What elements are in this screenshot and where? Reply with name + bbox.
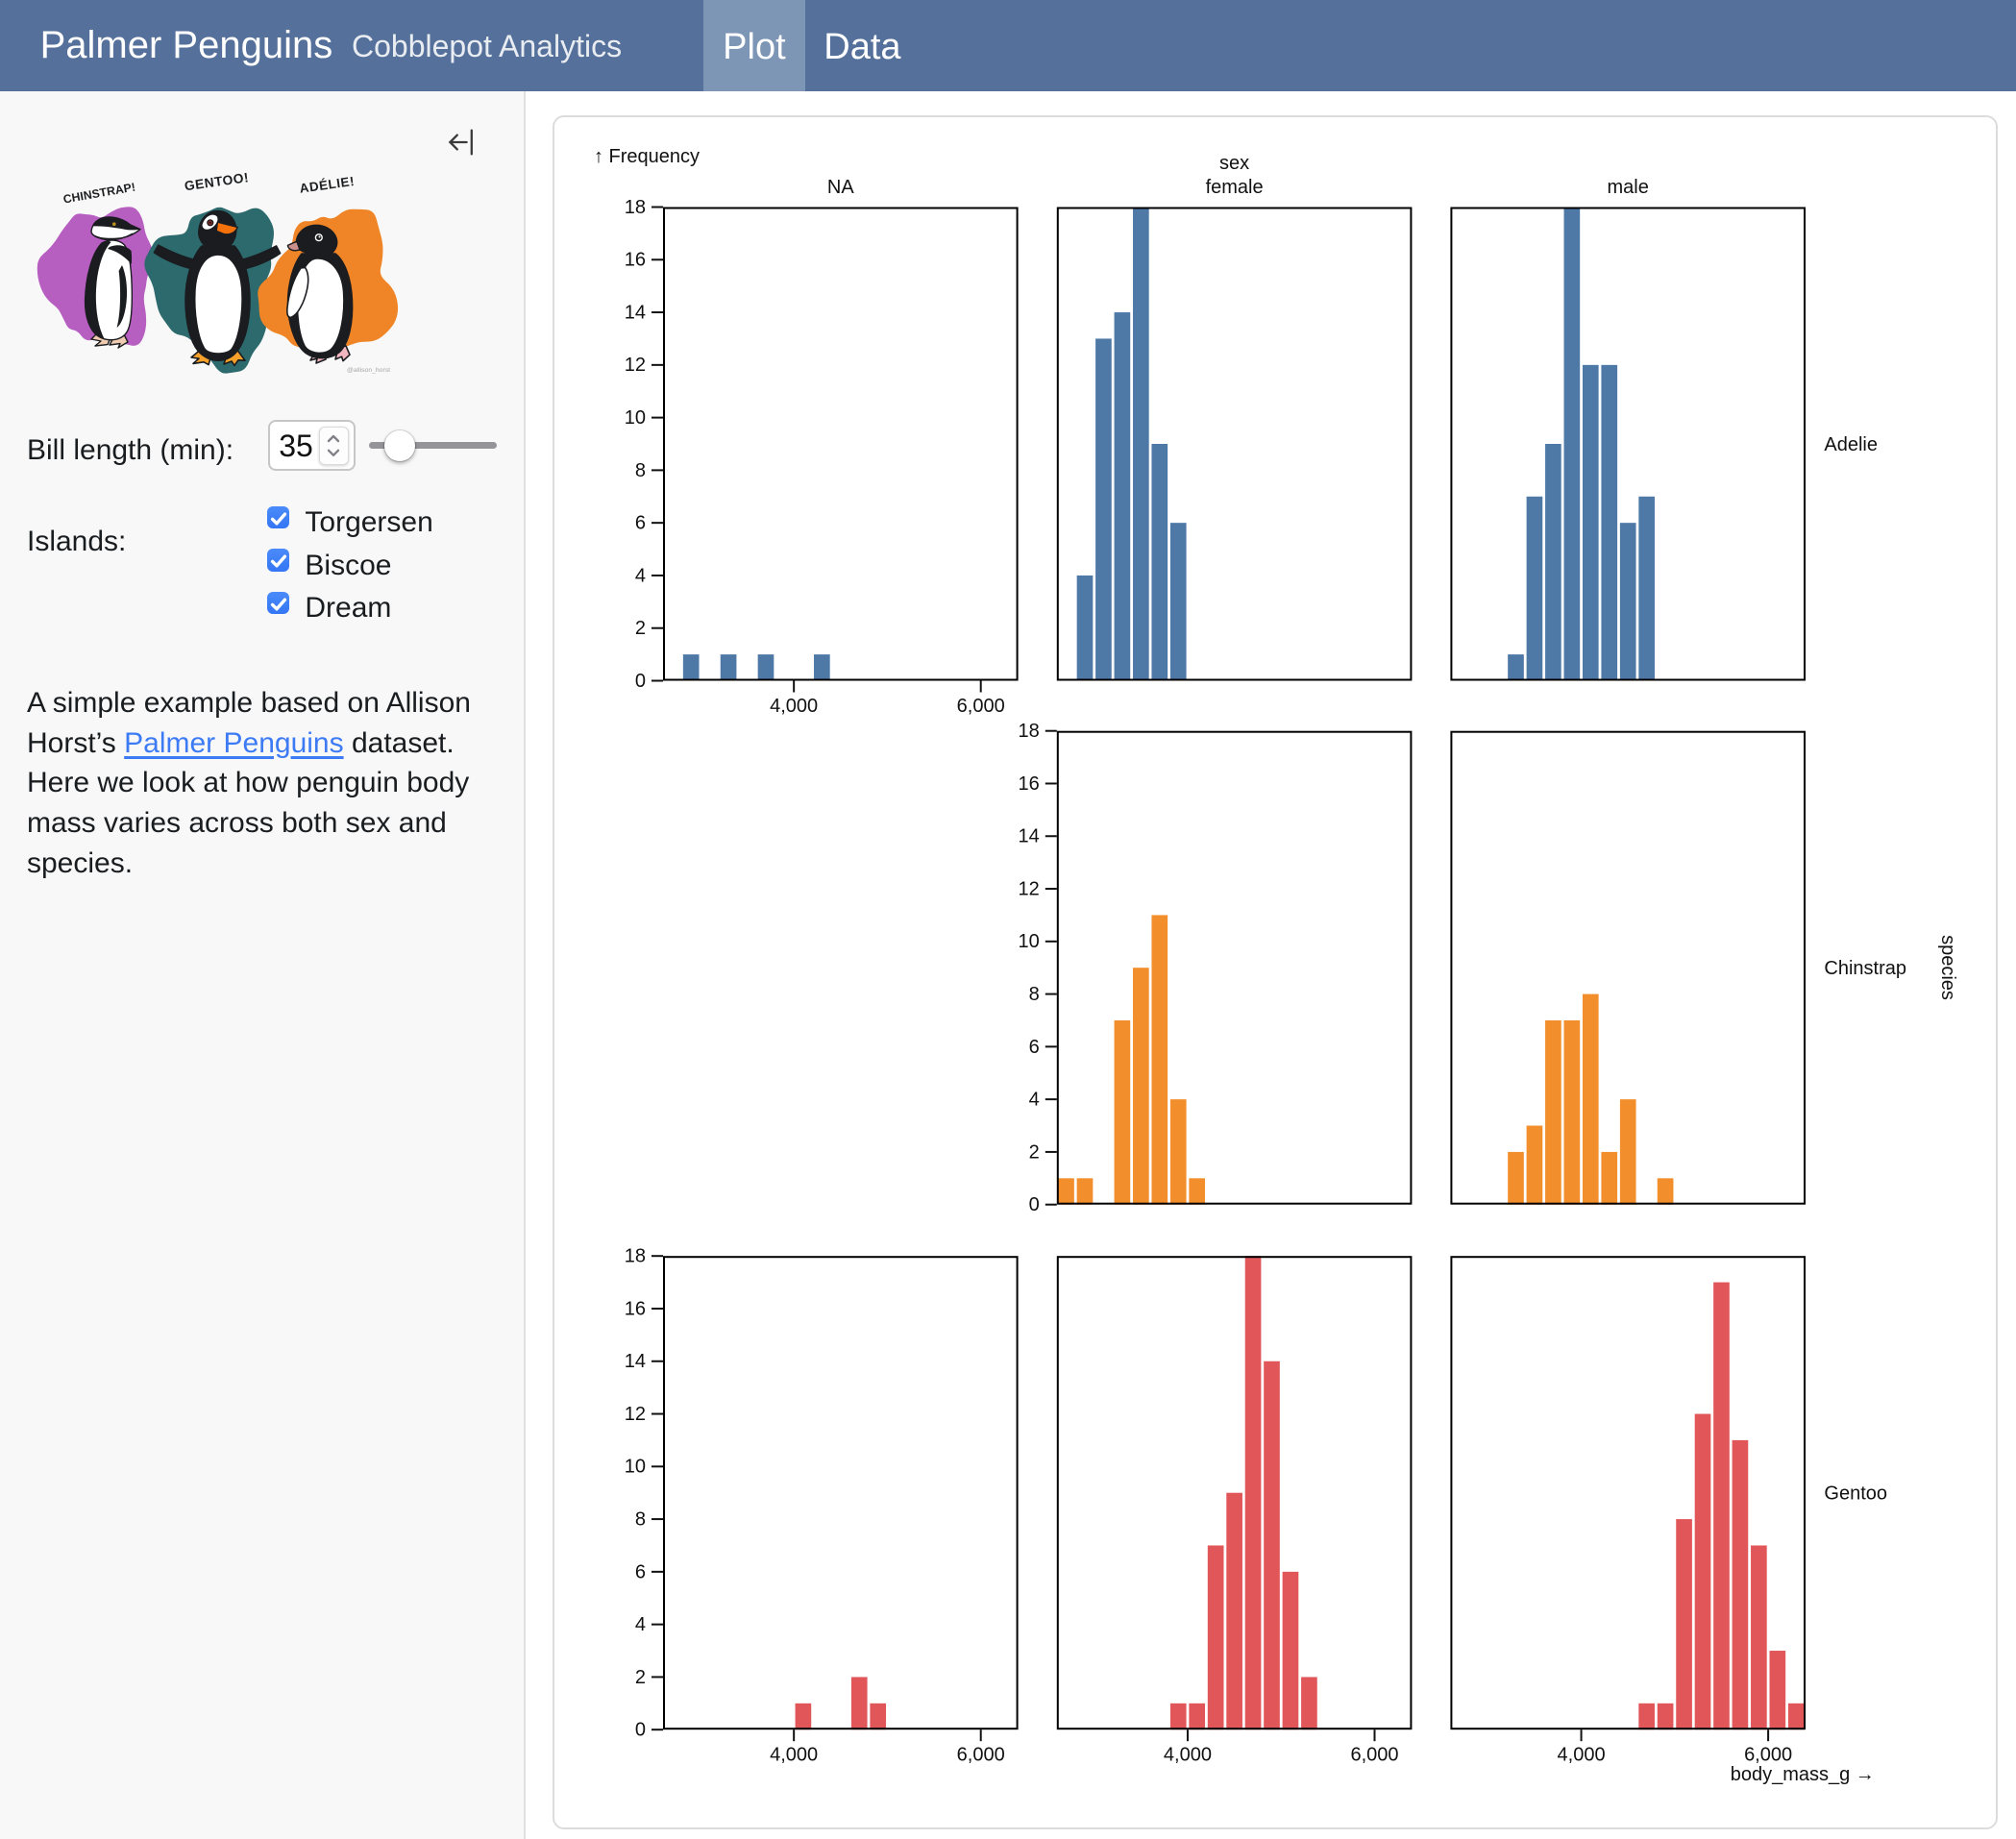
svg-text:↑ Frequency: ↑ Frequency	[594, 146, 700, 167]
svg-text:Gentoo: Gentoo	[1824, 1483, 1887, 1505]
svg-text:18: 18	[625, 197, 646, 218]
svg-text:Adelie: Adelie	[1824, 434, 1878, 455]
svg-text:0: 0	[1029, 1194, 1040, 1215]
svg-text:4,000: 4,000	[1558, 1745, 1606, 1766]
svg-text:16: 16	[1019, 773, 1040, 795]
svg-text:2: 2	[635, 618, 646, 639]
svg-text:6,000: 6,000	[957, 696, 1005, 717]
svg-text:14: 14	[625, 302, 646, 323]
svg-text:6: 6	[635, 513, 646, 534]
svg-text:6,000: 6,000	[1350, 1745, 1398, 1766]
svg-text:12: 12	[625, 355, 646, 376]
svg-text:10: 10	[1019, 931, 1040, 952]
svg-text:14: 14	[1019, 826, 1040, 847]
svg-text:18: 18	[1019, 721, 1040, 742]
svg-text:2: 2	[635, 1667, 646, 1688]
svg-text:male: male	[1608, 177, 1649, 198]
svg-text:6,000: 6,000	[1744, 1745, 1792, 1766]
svg-text:4,000: 4,000	[1164, 1745, 1212, 1766]
svg-text:6,000: 6,000	[957, 1745, 1005, 1766]
svg-text:4,000: 4,000	[770, 1745, 818, 1766]
svg-text:sex: sex	[1219, 153, 1249, 174]
svg-text:14: 14	[625, 1351, 646, 1372]
svg-text:4: 4	[635, 565, 646, 586]
svg-text:species: species	[1937, 935, 1958, 1000]
svg-text:4,000: 4,000	[770, 696, 818, 717]
svg-text:2: 2	[1029, 1141, 1040, 1163]
svg-text:0: 0	[635, 1720, 646, 1741]
svg-text:12: 12	[625, 1404, 646, 1425]
svg-text:8: 8	[635, 460, 646, 481]
svg-text:NA: NA	[827, 177, 854, 198]
svg-text:10: 10	[625, 1457, 646, 1478]
svg-text:8: 8	[1029, 984, 1040, 1005]
svg-text:@allison_horst: @allison_horst	[347, 367, 390, 374]
svg-text:6: 6	[635, 1561, 646, 1582]
svg-text:10: 10	[625, 407, 646, 429]
svg-text:18: 18	[625, 1246, 646, 1267]
svg-text:0: 0	[635, 671, 646, 692]
svg-text:4: 4	[1029, 1090, 1040, 1111]
svg-text:8: 8	[635, 1508, 646, 1530]
svg-text:Chinstrap: Chinstrap	[1824, 958, 1906, 979]
svg-text:12: 12	[1019, 878, 1040, 899]
svg-text:female: female	[1206, 177, 1264, 198]
svg-text:16: 16	[625, 1298, 646, 1319]
svg-text:body_mass_g →: body_mass_g →	[1731, 1764, 1875, 1785]
svg-text:6: 6	[1029, 1037, 1040, 1058]
svg-text:16: 16	[625, 250, 646, 271]
svg-text:4: 4	[635, 1614, 646, 1635]
